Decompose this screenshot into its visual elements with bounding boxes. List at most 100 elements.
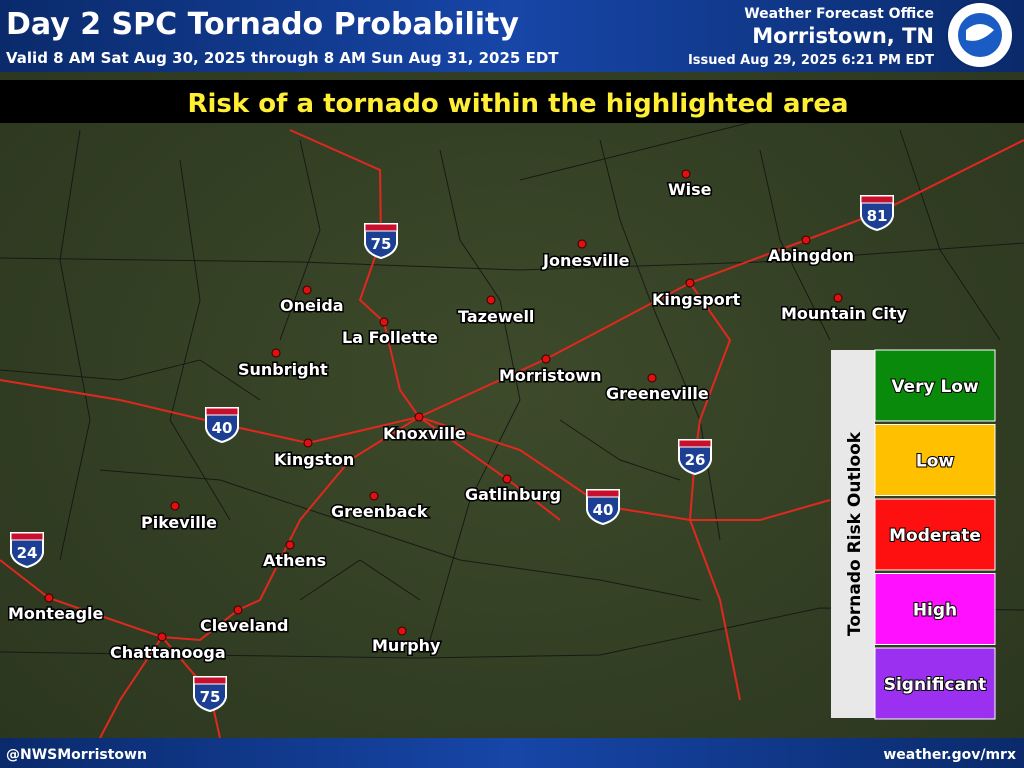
city-label: Abingdon (768, 246, 854, 265)
interstate-shield: 26 (678, 439, 712, 476)
city-label: Athens (263, 551, 326, 570)
city: Greeneville (605, 373, 710, 405)
city-dot (285, 540, 295, 550)
city: Murphy (371, 626, 443, 657)
shield-shape (193, 676, 227, 713)
city-label: Chattanooga (110, 643, 226, 662)
shield-number: 75 (200, 688, 221, 706)
city: Mountain City (780, 293, 909, 325)
city: Gatlinburg (464, 474, 563, 506)
city-dot (233, 605, 243, 615)
office-city: Morristown, TN (752, 24, 934, 48)
city-label: Greenback (331, 502, 428, 521)
shield-number: 26 (685, 451, 706, 469)
nws-logo (946, 1, 1014, 69)
city: Greenback (330, 491, 429, 523)
shield-number: 81 (867, 207, 888, 225)
header-bar (0, 0, 1024, 72)
legend-level: Moderate (889, 526, 981, 546)
city-label: Cleveland (200, 616, 288, 635)
county-lines (0, 119, 1024, 659)
city-dot (369, 491, 379, 501)
city: Kingsport (651, 278, 742, 311)
city: Knoxville (382, 412, 467, 445)
city-dot (801, 235, 811, 245)
interstate-shield: 75 (193, 676, 227, 713)
city-label: Gatlinburg (465, 485, 561, 504)
shield-top (193, 676, 227, 685)
city: Wise (667, 169, 713, 201)
shield-shape (205, 407, 239, 444)
interstate-shield: 40 (586, 489, 620, 526)
shield-top (364, 223, 398, 232)
legend-swatch (874, 647, 996, 720)
issued-time: Issued Aug 29, 2025 6:21 PM EDT (688, 53, 934, 68)
city-dot (379, 317, 389, 327)
city: Athens (262, 540, 328, 572)
shield-shape (860, 195, 894, 232)
city: Monteagle (7, 593, 105, 625)
city-label: Knoxville (383, 424, 466, 443)
city-label: Mountain City (781, 304, 907, 323)
legend-swatch (874, 349, 996, 422)
city-label: Oneida (280, 296, 344, 315)
city-label: Kingsport (652, 290, 741, 309)
city: Tazewell (457, 295, 536, 328)
city-dot (44, 593, 54, 603)
office-label: Weather Forecast Office (744, 6, 934, 22)
city-dot (157, 632, 167, 642)
interstate-shield: 75 (364, 223, 398, 260)
footer-handle: @NWSMorristown (6, 747, 147, 763)
city: La Follette (341, 317, 439, 349)
city-dot (685, 278, 695, 288)
shield-top (10, 532, 44, 541)
shield-shape (10, 532, 44, 569)
city-label: Pikeville (141, 513, 217, 532)
city-label: Wise (668, 180, 712, 199)
shield-number: 24 (17, 544, 38, 562)
footer-bar (0, 738, 1024, 768)
city-label: La Follette (342, 328, 438, 347)
city-label: Morristown (499, 366, 602, 385)
city-dot (647, 373, 657, 383)
city-dot (502, 474, 512, 484)
city: Cleveland (199, 605, 290, 637)
shield-shape (678, 439, 712, 476)
city-dot (833, 293, 843, 303)
city-dot (302, 285, 312, 295)
shield-top (586, 489, 620, 498)
city-dot (681, 169, 691, 179)
city-dot (577, 239, 587, 249)
legend-level: High (913, 601, 957, 621)
legend-swatch (874, 424, 996, 496)
city-label: Sunbright (238, 360, 328, 379)
shield-top (678, 439, 712, 448)
city-label: Greeneville (606, 384, 709, 403)
city: Pikeville (140, 501, 219, 534)
interstate-shield: 40 (205, 407, 239, 444)
city: Sunbright (237, 348, 329, 381)
shield-number: 40 (212, 419, 233, 437)
city-dot (397, 626, 407, 636)
city-dot (271, 348, 281, 358)
valid-time: Valid 8 AM Sat Aug 30, 2025 through 8 AM… (6, 49, 559, 67)
city-label: Jonesville (542, 251, 630, 270)
interstate-shield: 81 (860, 195, 894, 232)
legend-level: Very Low (891, 377, 979, 397)
shield-top (860, 195, 894, 204)
city-dot (170, 501, 180, 511)
city: Kingston (273, 438, 356, 471)
legend-swatch (874, 573, 996, 645)
legend: Tornado Risk Outlook Very Low Low Moderate… (831, 349, 996, 720)
footer-url: weather.gov/mrx (883, 747, 1016, 763)
legend-title-box (831, 350, 875, 718)
legend-title: Tornado Risk Outlook (845, 431, 865, 636)
legend-level: Significant (884, 675, 987, 695)
banner-text: Risk of a tornado within the highlighted… (188, 89, 849, 119)
city: Abingdon (767, 235, 856, 267)
city: Morristown (498, 354, 603, 387)
title: Day 2 SPC Tornado Probability (6, 7, 519, 42)
shield-shape (586, 489, 620, 526)
city: Chattanooga (109, 632, 227, 664)
